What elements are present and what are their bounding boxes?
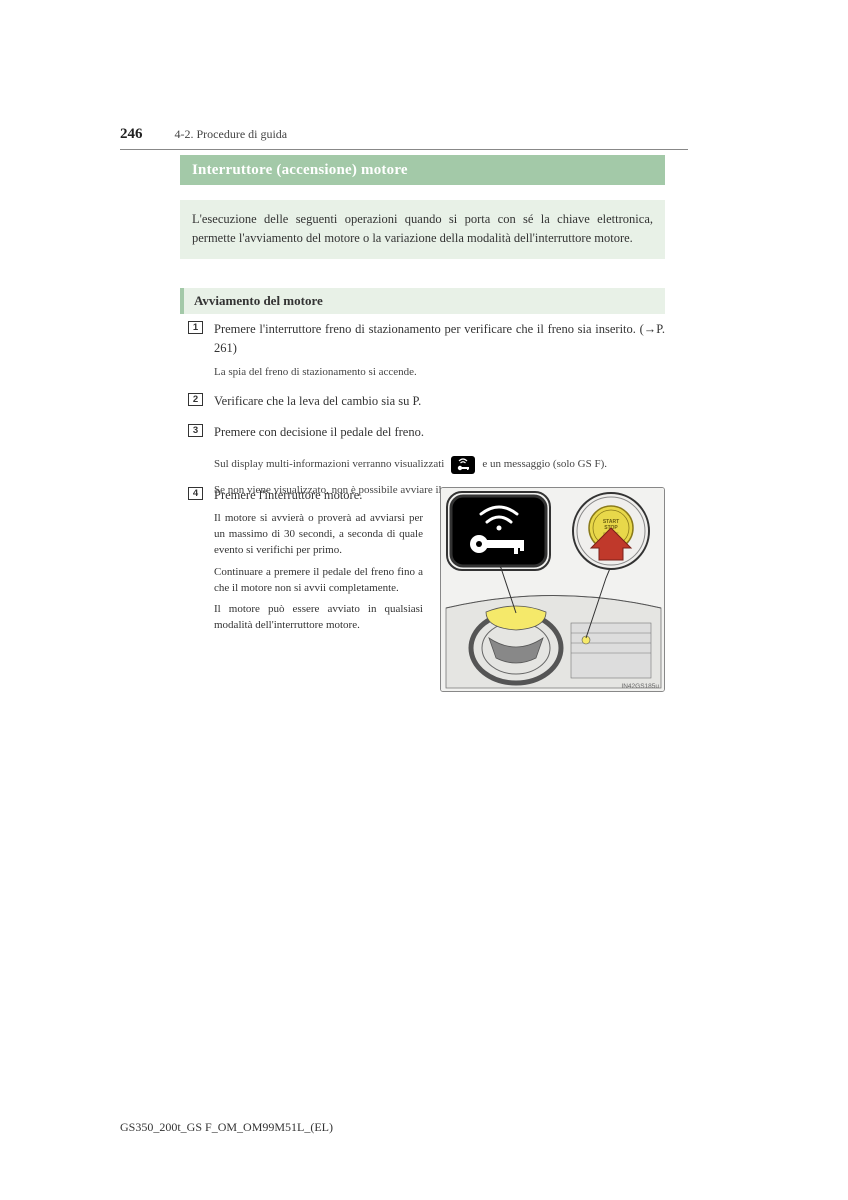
step-body: Premere l'interruttore freno di staziona… [214,320,665,358]
footer-code: GS350_200t_GS F_OM_OM99M51L_(EL) [120,1120,333,1135]
step-2: 2 Verificare che la leva del cambio sia … [188,392,665,411]
header-divider [120,149,688,150]
figure-caption: IN42GS185u [621,683,659,690]
step-1: 1 Premere l'interruttore freno di stazio… [188,320,665,380]
key-signal-icon [451,456,475,474]
arrow-icon: → [644,322,657,336]
step-body: Verificare che la leva del cambio sia su… [214,392,665,411]
subheading: Avviamento del motore [180,288,665,314]
engine-start-figure: START STOP ENGINE IN42GS185u [440,487,665,692]
step-paragraph: Il motore si avvierà o proverà ad avviar… [214,511,423,559]
steps-list: 1 Premere l'interruttore freno di stazio… [188,320,665,510]
step-body: Premere l'interruttore motore. [214,486,423,505]
page-number: 246 [120,126,143,142]
step-number: 3 [188,424,203,437]
step-note: Sul display multi-informazioni verranno … [214,456,665,474]
page-header: 246 4-2. Procedure di guida [120,125,688,150]
step-number: 4 [188,487,203,500]
step-number: 1 [188,321,203,334]
step-number: 2 [188,393,203,406]
title-bar: Interruttore (accensione) motore [180,155,665,185]
step-body: Premere con decisione il pedale del fren… [214,423,665,442]
page-title: Interruttore (accensione) motore [192,162,408,179]
step-paragraph: Il motore può essere avviato in qualsias… [214,602,423,634]
section-label: 4-2. Procedure di guida [175,127,288,141]
step-note: La spia del freno di stazionamento si ac… [214,364,665,381]
intro-box: L'esecuzione delle seguenti operazioni q… [180,200,665,259]
intro-text: L'esecuzione delle seguenti operazioni q… [192,210,653,249]
step-paragraph: Continuare a premere il pedale del freno… [214,565,423,597]
